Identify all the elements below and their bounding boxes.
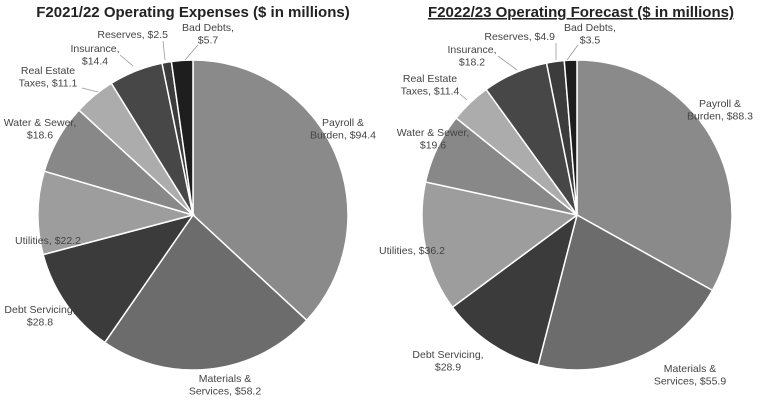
data-label-utilities: Utilities, $36.2 xyxy=(379,245,445,257)
leader-line-insurance xyxy=(497,55,518,71)
data-label-water-sewer: Water & Sewer, $18.6 xyxy=(4,117,77,142)
slice-debt-servicing xyxy=(451,213,579,366)
data-label-insurance: Insurance, $18.2 xyxy=(447,44,496,69)
slice-payroll-burden xyxy=(576,59,733,292)
chart-title-2022: F2022/23 Operating Forecast ($ in millio… xyxy=(428,4,734,21)
slice-utilities xyxy=(421,181,579,309)
slice-bad-debts xyxy=(170,59,194,216)
data-label-real-estate-taxes: Real Estate Taxes, $11.4 xyxy=(401,73,460,98)
data-label-payroll-burden: Payroll & Burden, $88.3 xyxy=(687,98,753,123)
chart-title-2021: F2021/22 Operating Expenses ($ in millio… xyxy=(36,4,349,21)
data-label-payroll-burden: Payroll & Burden, $94.4 xyxy=(310,117,376,142)
data-label-materials-services: Materials & Services, $55.9 xyxy=(654,363,727,388)
slice-debt-servicing xyxy=(42,213,195,344)
leader-line-real-estate-taxes xyxy=(459,93,468,101)
pie-2021: Payroll & Burden, $94.4 Materials & Service… xyxy=(4,22,376,398)
data-label-materials-services: Materials & Services, $58.2 xyxy=(189,373,262,398)
data-label-bad-debts: Bad Debts, $5.7 xyxy=(182,22,234,47)
leader-line-real-estate-taxes xyxy=(81,87,99,93)
data-label-reserves: Reserves, $4.9 xyxy=(484,31,555,43)
leader-line-reserves xyxy=(162,40,166,61)
slice-payroll-burden xyxy=(192,59,349,322)
data-label-real-estate-taxes: Real Estate Taxes, $11.1 xyxy=(19,65,78,90)
slice-bad-debts xyxy=(563,59,578,216)
data-label-bad-debts: Bad Debts, $3.5 xyxy=(564,22,616,47)
slice-materials-services xyxy=(537,213,714,371)
data-label-insurance: Insurance, $14.4 xyxy=(70,43,119,68)
leader-line-bad-debts xyxy=(566,44,579,61)
data-label-water-sewer: Water & Sewer, $19.6 xyxy=(397,127,470,152)
pie-2022: Payroll & Burden, $88.3 Materials & Service… xyxy=(379,22,753,388)
data-label-utilities: Utilities, $22.2 xyxy=(15,235,81,247)
slice-materials-services xyxy=(103,213,308,371)
data-label-debt-servicing: Debt Servicing, $28.8 xyxy=(4,304,75,329)
slice-utilities xyxy=(37,170,196,256)
data-label-reserves: Reserves, $2.5 xyxy=(97,29,168,41)
leader-line-insurance xyxy=(119,54,134,67)
data-label-debt-servicing: Debt Servicing, $28.9 xyxy=(412,349,483,374)
leader-line-bad-debts xyxy=(184,44,199,61)
